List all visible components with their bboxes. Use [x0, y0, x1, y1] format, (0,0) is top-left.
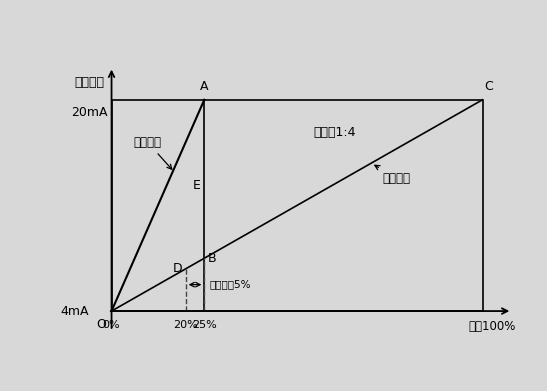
Text: 第一量程: 第一量程 [375, 165, 410, 185]
Text: 第二量程: 第二量程 [134, 136, 172, 169]
Text: E: E [193, 179, 201, 192]
Text: 滞后宽剘5%: 滞后宽剘5% [210, 280, 252, 290]
Text: 电流输出: 电流输出 [74, 76, 104, 89]
Text: D: D [172, 262, 182, 275]
Text: C: C [485, 80, 493, 93]
Text: 25%: 25% [192, 320, 217, 330]
Text: A: A [200, 80, 208, 93]
Text: 20%: 20% [173, 320, 198, 330]
Text: 量程比1:4: 量程比1:4 [313, 126, 356, 139]
Text: 4mA: 4mA [61, 305, 89, 317]
Text: 0%: 0% [103, 320, 120, 330]
Text: 20mA: 20mA [71, 106, 108, 119]
Text: 流量100%: 流量100% [469, 320, 516, 333]
Text: B: B [208, 252, 217, 265]
Text: O: O [96, 317, 106, 331]
